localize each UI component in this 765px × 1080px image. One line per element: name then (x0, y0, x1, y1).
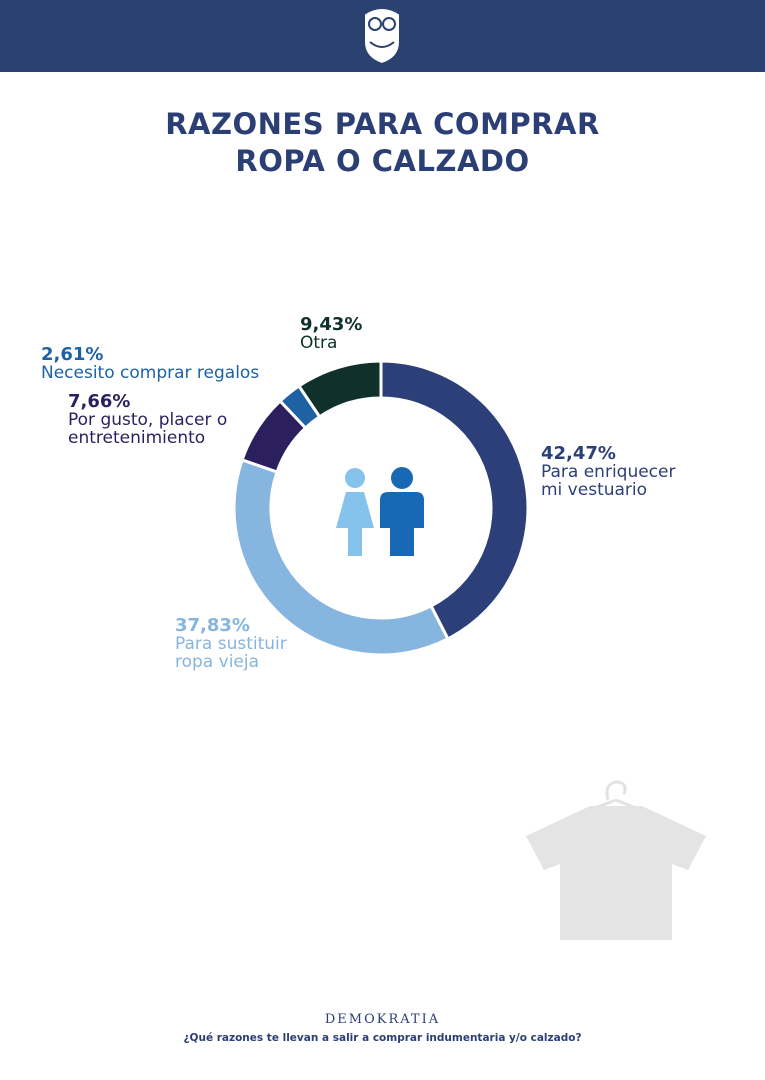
segment-label: 42,47% Para enriquecer mi vestuario (541, 443, 701, 500)
category-label: Otra (300, 333, 338, 353)
category-label: Para sustituir ropa vieja (175, 634, 287, 672)
chart (232, 359, 706, 940)
brand: DEMOKRATIA (324, 1012, 441, 1027)
segment-label: 9,43% Otra (300, 314, 420, 353)
value-label: 37,83% (175, 615, 250, 636)
category-label: Para enriquecer mi vestuario (541, 462, 676, 500)
value-label: 42,47% (541, 443, 616, 464)
people-icon (336, 467, 424, 556)
donut-segment (379, 359, 530, 641)
segment-label: 2,61% Necesito comprar regalos (41, 344, 291, 383)
category-label: Por gusto, placer o entretenimiento (68, 410, 228, 448)
donut-segment (232, 458, 451, 657)
category-label: Necesito comprar regalos (41, 363, 260, 383)
donut-segment (240, 398, 308, 474)
value-label: 2,61% (41, 344, 104, 365)
survey-question: ¿Qué razones te llevan a salir a comprar… (183, 1032, 582, 1044)
value-label: 7,66% (68, 391, 131, 412)
donut-segment (277, 383, 322, 431)
segment-label: 7,66% Por gusto, placer o entretenimiento (68, 391, 268, 448)
value-label: 9,43% (300, 314, 363, 335)
header-bar (0, 0, 765, 72)
tshirt-icon (526, 780, 706, 940)
segment-label: 37,83% Para sustituir ropa vieja (175, 615, 325, 672)
logo (363, 7, 401, 66)
chart-title: RAZONES PARA COMPRAR ROPA O CALZADO (165, 107, 600, 178)
